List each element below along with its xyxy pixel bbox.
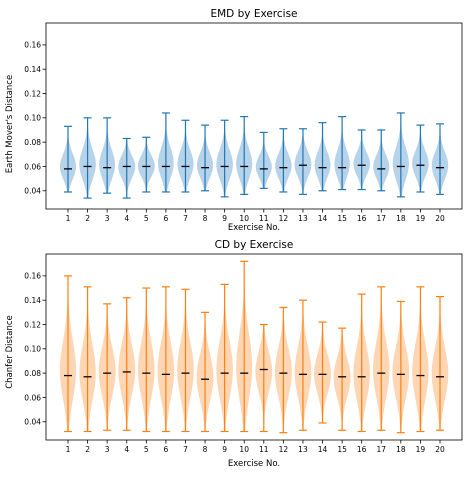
cd-x-tick-label: 14 (318, 445, 328, 454)
emd-y-tick-label: 0.14 (24, 65, 41, 74)
cd-x-tick-label: 1 (66, 445, 71, 454)
cd-y-tick-label: 0.06 (24, 393, 41, 402)
cd-x-tick-label: 17 (376, 445, 386, 454)
cd-y-tick-label: 0.16 (24, 272, 41, 281)
cd-x-tick-label: 5 (144, 445, 149, 454)
emd-x-tick-label: 4 (124, 214, 129, 223)
emd-x-tick-label: 9 (222, 214, 227, 223)
emd-x-tick-label: 3 (105, 214, 110, 223)
emd-y-tick-label: 0.08 (24, 138, 41, 147)
emd-x-tick-label: 10 (239, 214, 249, 223)
emd-x-tick-label: 18 (396, 214, 406, 223)
emd-x-axis-label: Exercise No. (228, 223, 280, 233)
cd-x-tick-label: 8 (203, 445, 208, 454)
emd-y-tick-label: 0.16 (24, 41, 41, 50)
cd-y-tick-label: 0.08 (24, 369, 41, 378)
emd-x-tick-label: 19 (416, 214, 426, 223)
cd-x-tick-label: 20 (435, 445, 445, 454)
emd-x-tick-label: 12 (279, 214, 289, 223)
emd-x-tick-label: 14 (318, 214, 328, 223)
emd-x-tick-label: 17 (376, 214, 386, 223)
cd-x-tick-label: 10 (239, 445, 249, 454)
cd-x-tick-label: 9 (222, 445, 227, 454)
emd-y-tick-label: 0.10 (24, 114, 41, 123)
emd-x-tick-label: 5 (144, 214, 149, 223)
cd-x-tick-label: 11 (259, 445, 269, 454)
cd-x-tick-label: 13 (298, 445, 308, 454)
cd-x-tick-label: 15 (337, 445, 347, 454)
emd-y-tick-label: 0.06 (24, 162, 41, 171)
cd-x-tick-label: 4 (124, 445, 129, 454)
emd-y-tick-label: 0.12 (24, 89, 41, 98)
emd-x-tick-label: 1 (66, 214, 71, 223)
cd-x-tick-label: 18 (396, 445, 406, 454)
emd-x-tick-label: 6 (164, 214, 169, 223)
emd-plot-frame (45, 22, 463, 210)
cd-violin-panel: CD by Exercise Chanfer Distance Exercise… (5, 239, 463, 469)
cd-plot-frame (45, 253, 463, 441)
cd-x-tick-label: 2 (85, 445, 90, 454)
emd-y-axis-label: Earth Mover's Distance (5, 75, 15, 173)
cd-x-axis-label: Exercise No. (228, 459, 280, 469)
emd-x-tick-label: 2 (85, 214, 90, 223)
cd-x-tick-label: 19 (416, 445, 426, 454)
emd-x-tick-label: 11 (259, 214, 269, 223)
emd-x-tick-label: 15 (337, 214, 347, 223)
emd-x-tick-label: 7 (183, 214, 188, 223)
cd-x-tick-label: 6 (164, 445, 169, 454)
emd-x-tick-label: 20 (435, 214, 445, 223)
cd-x-tick-label: 7 (183, 445, 188, 454)
cd-chart-title: CD by Exercise (215, 239, 294, 251)
emd-violin-panel: EMD by Exercise Earth Mover's Distance E… (5, 8, 463, 233)
cd-y-tick-label: 0.04 (24, 418, 41, 427)
cd-y-axis-label: Chanfer Distance (5, 315, 15, 389)
cd-x-tick-label: 3 (105, 445, 110, 454)
cd-y-tick-label: 0.10 (24, 345, 41, 354)
emd-x-tick-label: 8 (203, 214, 208, 223)
emd-y-tick-label: 0.04 (24, 187, 41, 196)
cd-y-tick-label: 0.14 (24, 296, 41, 305)
cd-x-tick-label: 16 (357, 445, 367, 454)
emd-x-tick-label: 16 (357, 214, 367, 223)
emd-chart-title: EMD by Exercise (210, 8, 297, 20)
cd-y-tick-label: 0.12 (24, 320, 41, 329)
emd-x-tick-label: 13 (298, 214, 308, 223)
cd-x-tick-label: 12 (279, 445, 289, 454)
